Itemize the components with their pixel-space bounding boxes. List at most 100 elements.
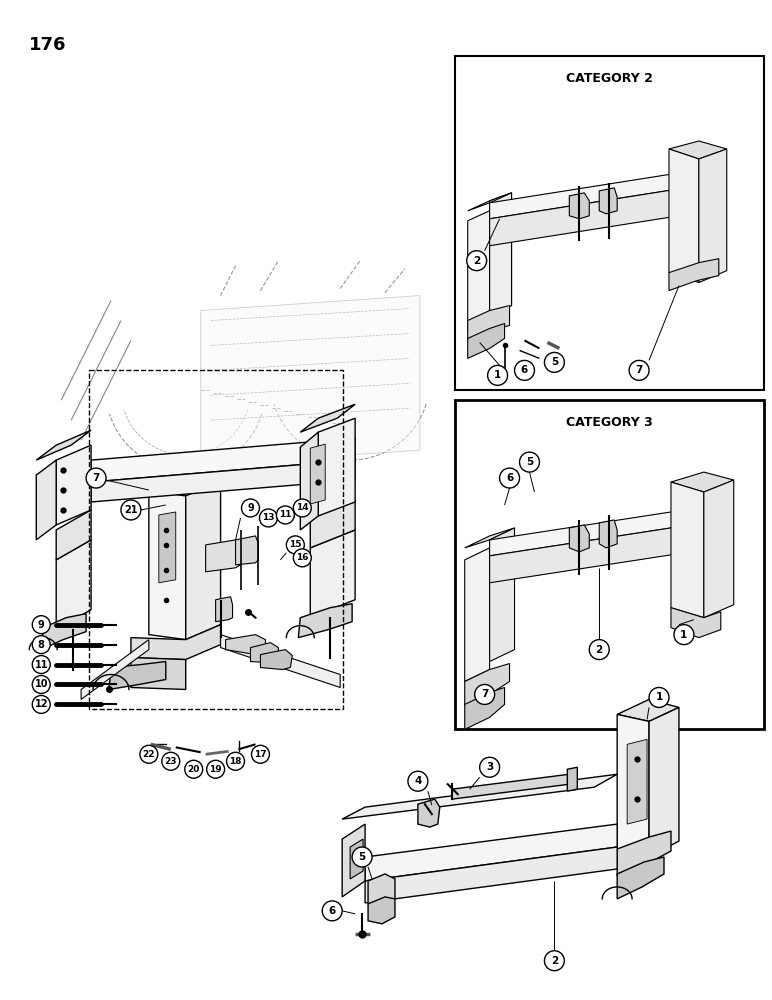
- Polygon shape: [468, 193, 512, 211]
- Circle shape: [286, 536, 304, 554]
- Polygon shape: [310, 444, 325, 504]
- Polygon shape: [669, 141, 726, 159]
- Polygon shape: [342, 824, 365, 897]
- Polygon shape: [669, 149, 699, 283]
- Polygon shape: [569, 193, 589, 219]
- Circle shape: [252, 745, 269, 763]
- Polygon shape: [300, 432, 318, 530]
- Text: 176: 176: [29, 36, 67, 54]
- Circle shape: [649, 687, 669, 707]
- Text: 2: 2: [473, 256, 480, 266]
- Polygon shape: [368, 874, 395, 907]
- Polygon shape: [599, 188, 617, 214]
- Circle shape: [352, 847, 372, 867]
- Polygon shape: [418, 799, 440, 827]
- Polygon shape: [91, 438, 355, 482]
- Polygon shape: [225, 635, 266, 655]
- Circle shape: [322, 901, 342, 921]
- Text: 2: 2: [596, 645, 603, 655]
- Circle shape: [629, 360, 649, 380]
- Polygon shape: [704, 480, 733, 618]
- Text: 9: 9: [38, 620, 45, 630]
- Text: 13: 13: [262, 513, 275, 522]
- Text: 14: 14: [296, 503, 309, 512]
- Circle shape: [86, 468, 106, 488]
- Polygon shape: [109, 662, 166, 689]
- Circle shape: [408, 771, 428, 791]
- Polygon shape: [452, 774, 569, 799]
- Bar: [89, 370, 344, 709]
- Polygon shape: [671, 608, 721, 638]
- Text: 9: 9: [247, 503, 254, 513]
- Polygon shape: [215, 597, 232, 622]
- Polygon shape: [465, 664, 510, 706]
- Text: 7: 7: [481, 689, 489, 699]
- Polygon shape: [91, 460, 355, 502]
- Text: 7: 7: [93, 473, 100, 483]
- Polygon shape: [342, 774, 617, 819]
- Text: 1: 1: [680, 630, 688, 640]
- Polygon shape: [56, 445, 91, 525]
- Polygon shape: [489, 528, 514, 662]
- Polygon shape: [310, 500, 355, 548]
- Text: 17: 17: [254, 750, 267, 759]
- Circle shape: [242, 499, 259, 517]
- Circle shape: [544, 951, 564, 971]
- Circle shape: [475, 684, 495, 704]
- Text: 7: 7: [635, 365, 643, 375]
- Polygon shape: [131, 658, 186, 689]
- Polygon shape: [489, 173, 679, 219]
- Polygon shape: [186, 480, 221, 640]
- Circle shape: [674, 625, 694, 645]
- Circle shape: [467, 251, 486, 271]
- Text: 12: 12: [35, 699, 48, 709]
- Text: 8: 8: [38, 640, 45, 650]
- Polygon shape: [617, 831, 671, 876]
- Polygon shape: [300, 404, 355, 432]
- Circle shape: [185, 760, 203, 778]
- Polygon shape: [131, 625, 221, 660]
- Polygon shape: [298, 604, 352, 638]
- Polygon shape: [671, 482, 704, 618]
- Polygon shape: [489, 510, 684, 556]
- Polygon shape: [699, 149, 726, 283]
- Polygon shape: [599, 520, 617, 548]
- Circle shape: [520, 452, 540, 472]
- Text: CATEGORY 2: CATEGORY 2: [566, 72, 652, 85]
- Circle shape: [32, 695, 50, 713]
- Circle shape: [32, 636, 50, 654]
- Polygon shape: [669, 259, 719, 291]
- Polygon shape: [350, 839, 363, 879]
- Polygon shape: [201, 296, 420, 465]
- Polygon shape: [617, 699, 679, 721]
- Text: 2: 2: [550, 956, 558, 966]
- Polygon shape: [365, 847, 617, 903]
- Polygon shape: [489, 193, 512, 316]
- Text: 23: 23: [164, 757, 177, 766]
- Polygon shape: [318, 418, 355, 516]
- Text: 10: 10: [35, 679, 48, 689]
- Polygon shape: [221, 635, 340, 687]
- Circle shape: [479, 757, 499, 777]
- Polygon shape: [36, 460, 56, 540]
- Circle shape: [293, 499, 311, 517]
- Polygon shape: [368, 897, 395, 924]
- Circle shape: [32, 656, 50, 674]
- Text: 18: 18: [229, 757, 242, 766]
- Text: 3: 3: [486, 762, 493, 772]
- Text: 20: 20: [188, 765, 200, 774]
- Text: 22: 22: [143, 750, 155, 759]
- Polygon shape: [149, 474, 221, 496]
- Polygon shape: [36, 430, 91, 460]
- Bar: [455, 400, 764, 729]
- Polygon shape: [41, 614, 86, 650]
- Polygon shape: [627, 739, 647, 824]
- Polygon shape: [649, 707, 679, 857]
- Polygon shape: [468, 306, 510, 340]
- Text: CATEGORY 3: CATEGORY 3: [566, 416, 652, 429]
- Text: 6: 6: [506, 473, 513, 483]
- Circle shape: [32, 676, 50, 693]
- Polygon shape: [465, 687, 505, 729]
- Polygon shape: [617, 857, 664, 899]
- Text: 16: 16: [296, 553, 309, 562]
